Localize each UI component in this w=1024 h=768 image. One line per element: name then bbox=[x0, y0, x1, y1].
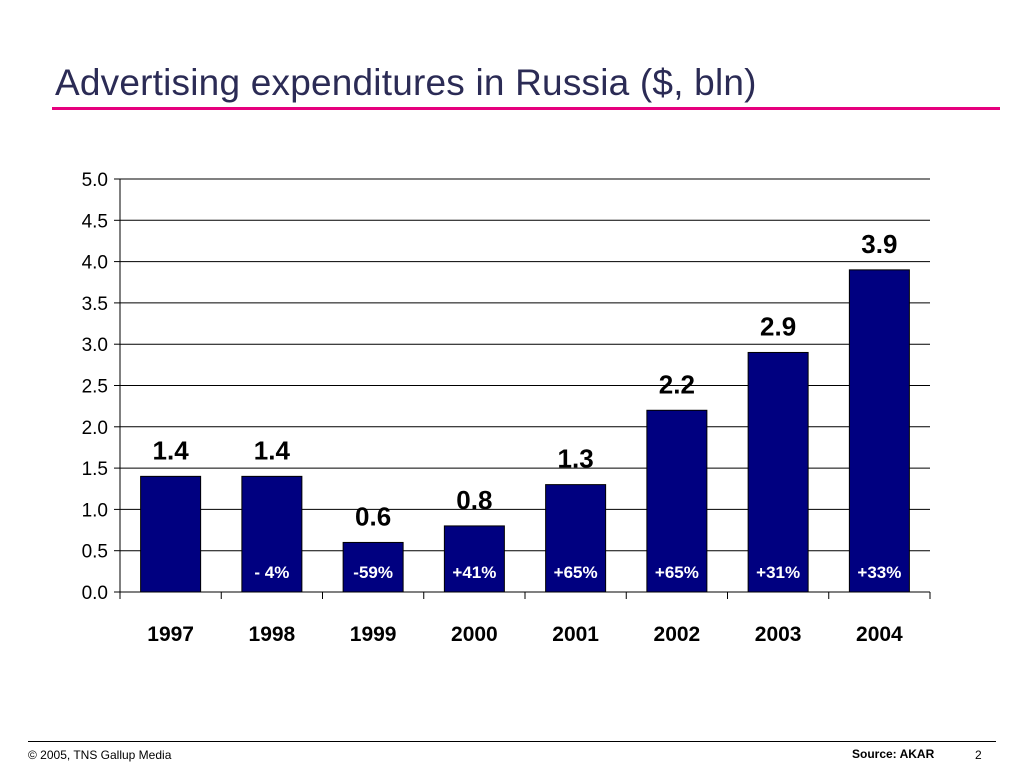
data-label: 1.4 bbox=[254, 435, 291, 465]
y-tick-label: 4.0 bbox=[82, 253, 108, 274]
growth-label: +33% bbox=[857, 563, 901, 582]
bar bbox=[140, 475, 202, 593]
bar-chart: 0.0 0.5 1.0 1.5 2.0 2.5 3.0 3.5 4.0 4.5 5.0 1.4 199… bbox=[82, 170, 931, 646]
bar bbox=[342, 541, 404, 593]
slide-title: Advertising expenditures in Russia ($, b… bbox=[55, 62, 757, 103]
title-underline bbox=[52, 107, 1000, 110]
x-tick-label: 1999 bbox=[350, 623, 397, 646]
bar bbox=[747, 351, 809, 593]
footer-rule bbox=[28, 741, 996, 742]
growth-label: +31% bbox=[756, 563, 800, 582]
footer-source: Source: AKAR bbox=[852, 747, 935, 761]
footer-copyright: © 2005, TNS Gallup Media bbox=[28, 748, 172, 762]
bar bbox=[443, 525, 505, 593]
bar bbox=[241, 475, 303, 593]
data-label: 1.4 bbox=[153, 435, 190, 465]
page-number: 2 bbox=[975, 748, 982, 762]
y-tick-label: 3.5 bbox=[82, 294, 108, 315]
bar bbox=[848, 269, 910, 593]
bars bbox=[140, 269, 910, 593]
y-tick-label: 1.5 bbox=[82, 459, 108, 480]
growth-label: - 4% bbox=[254, 563, 289, 582]
y-tick-label: 4.5 bbox=[82, 211, 108, 232]
y-tick-label: 5.0 bbox=[82, 170, 108, 191]
growth-label: +65% bbox=[655, 563, 699, 582]
growth-label: +41% bbox=[452, 563, 496, 582]
y-tick-label: 3.0 bbox=[82, 335, 108, 356]
x-tick-label: 1998 bbox=[249, 623, 296, 646]
data-label: 0.8 bbox=[456, 485, 492, 515]
labels: 1.4 1997 1.4 - 4% 1998 0.6 -59% 1999 0.8 +41% 2000… bbox=[147, 229, 903, 646]
growth-label: +65% bbox=[554, 563, 598, 582]
data-label: 0.6 bbox=[355, 501, 391, 531]
y-tick-label: 0.0 bbox=[82, 583, 108, 604]
y-tick-label: 2.5 bbox=[82, 377, 108, 398]
data-label: 2.9 bbox=[760, 311, 796, 341]
x-tick-label: 2001 bbox=[552, 623, 599, 646]
data-label: 2.2 bbox=[659, 369, 695, 399]
y-tick-label: 0.5 bbox=[82, 542, 108, 563]
data-label: 3.9 bbox=[861, 229, 897, 259]
x-tick-label: 2000 bbox=[451, 623, 498, 646]
bar bbox=[646, 409, 708, 593]
y-tick-label: 1.0 bbox=[82, 500, 108, 521]
bar bbox=[545, 484, 607, 593]
data-label: 1.3 bbox=[558, 444, 594, 474]
growth-label: -59% bbox=[353, 563, 393, 582]
x-tick-label: 2002 bbox=[654, 623, 701, 646]
x-tick-label: 2004 bbox=[856, 623, 903, 646]
y-tick-label: 2.0 bbox=[82, 418, 108, 439]
x-tick-label: 2003 bbox=[755, 623, 802, 646]
x-tick-label: 1997 bbox=[147, 623, 194, 646]
